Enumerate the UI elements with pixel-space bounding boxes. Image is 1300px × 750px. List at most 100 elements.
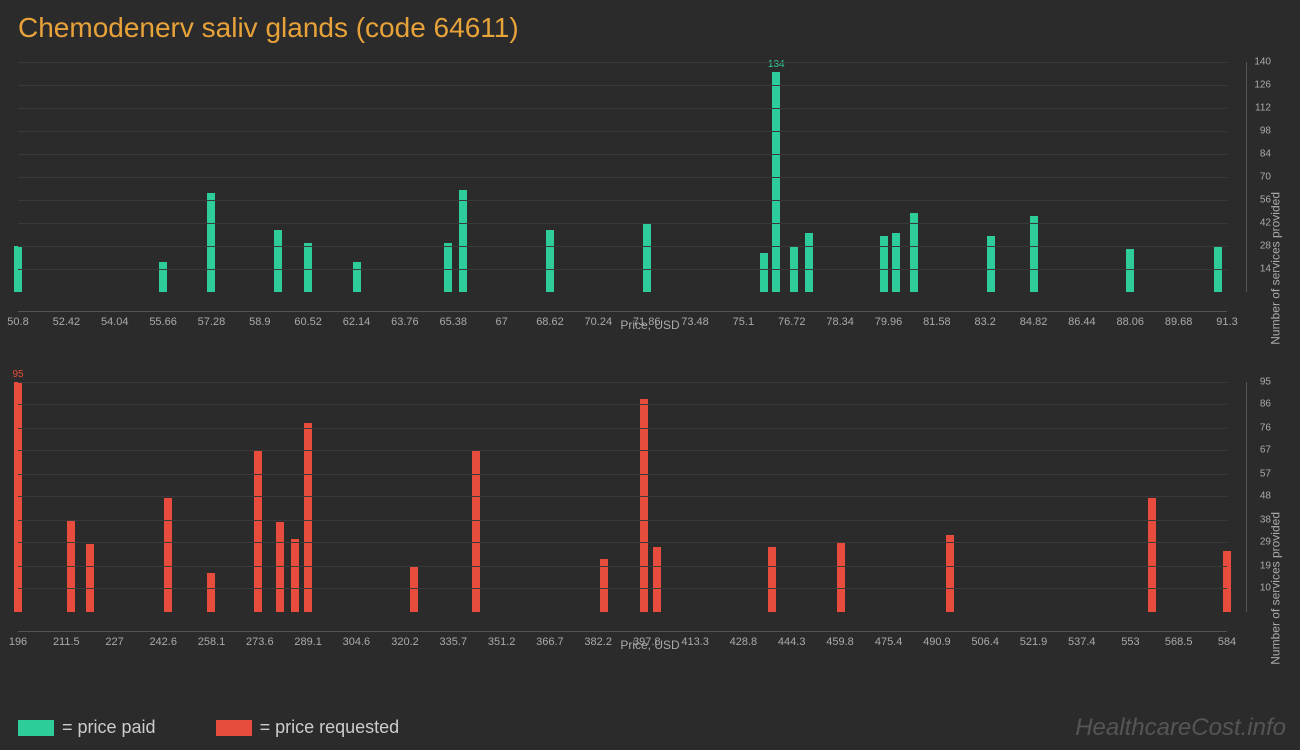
chart-container: 13450.852.4254.0455.6657.2858.960.5262.1… bbox=[18, 52, 1282, 652]
gridline bbox=[18, 496, 1227, 497]
bar bbox=[546, 230, 554, 292]
x-tick: 196 bbox=[9, 636, 27, 648]
plot-area: 95 bbox=[18, 382, 1227, 612]
y-tick: 70 bbox=[1260, 172, 1271, 183]
gridline bbox=[18, 62, 1227, 63]
bar bbox=[207, 573, 215, 612]
legend-item-requested: = price requested bbox=[216, 717, 400, 738]
x-tick: 62.14 bbox=[343, 316, 371, 328]
legend-swatch-paid bbox=[18, 720, 54, 736]
x-tick: 553 bbox=[1121, 636, 1139, 648]
x-tick: 506.4 bbox=[971, 636, 999, 648]
bar bbox=[1030, 216, 1038, 292]
gridline bbox=[18, 223, 1227, 224]
x-tick: 73.48 bbox=[681, 316, 709, 328]
bar bbox=[276, 522, 284, 612]
x-tick: 304.6 bbox=[343, 636, 371, 648]
gridline bbox=[18, 85, 1227, 86]
x-tick: 81.58 bbox=[923, 316, 951, 328]
x-tick: 89.68 bbox=[1165, 316, 1193, 328]
x-tick: 428.8 bbox=[730, 636, 758, 648]
x-tick: 444.3 bbox=[778, 636, 806, 648]
y-tick: 76 bbox=[1260, 423, 1271, 434]
x-tick: 78.34 bbox=[826, 316, 854, 328]
x-axis-label: Price, USD bbox=[620, 318, 679, 332]
gridline bbox=[18, 428, 1227, 429]
bar bbox=[304, 423, 312, 612]
x-tick: 55.66 bbox=[149, 316, 177, 328]
gridline bbox=[18, 404, 1227, 405]
y-tick: 57 bbox=[1260, 469, 1271, 480]
x-tick: 65.38 bbox=[439, 316, 467, 328]
bar bbox=[274, 230, 282, 292]
x-tick: 521.9 bbox=[1020, 636, 1048, 648]
bar bbox=[159, 262, 167, 292]
gridline bbox=[18, 520, 1227, 521]
bar bbox=[987, 236, 995, 292]
x-tick: 58.9 bbox=[249, 316, 270, 328]
x-axis: 196211.5227242.6258.1273.6289.1304.6320.… bbox=[18, 631, 1227, 632]
bar bbox=[291, 539, 299, 612]
x-tick: 227 bbox=[105, 636, 123, 648]
gridline bbox=[18, 154, 1227, 155]
x-tick: 79.96 bbox=[875, 316, 903, 328]
gridline bbox=[18, 382, 1227, 383]
watermark: HealthcareCost.info bbox=[1075, 714, 1286, 742]
bar bbox=[444, 243, 452, 292]
y-axis-label: Number of services provided bbox=[1269, 512, 1283, 665]
x-tick: 57.28 bbox=[198, 316, 226, 328]
gridline bbox=[18, 542, 1227, 543]
x-tick: 84.82 bbox=[1020, 316, 1048, 328]
y-tick: 48 bbox=[1260, 490, 1271, 501]
gridline bbox=[18, 269, 1227, 270]
x-tick: 67 bbox=[495, 316, 507, 328]
gridline bbox=[18, 108, 1227, 109]
legend-swatch-requested bbox=[216, 720, 252, 736]
x-tick: 584 bbox=[1218, 636, 1236, 648]
bar bbox=[880, 236, 888, 292]
gridline bbox=[18, 566, 1227, 567]
x-tick: 86.44 bbox=[1068, 316, 1096, 328]
y-axis: 10192938485767768695 bbox=[1246, 382, 1247, 612]
y-axis: 14284256708498112126140 bbox=[1246, 62, 1247, 292]
gridline bbox=[18, 131, 1227, 132]
bar bbox=[653, 547, 661, 612]
chart-price-requested: 95 196211.5227242.6258.1273.6289.1304.632… bbox=[18, 372, 1282, 652]
x-tick: 568.5 bbox=[1165, 636, 1193, 648]
x-tick: 83.2 bbox=[974, 316, 995, 328]
bar bbox=[207, 193, 215, 292]
x-tick: 490.9 bbox=[923, 636, 951, 648]
x-tick: 50.8 bbox=[7, 316, 28, 328]
x-tick: 366.7 bbox=[536, 636, 564, 648]
gridline bbox=[18, 246, 1227, 247]
x-tick: 537.4 bbox=[1068, 636, 1096, 648]
x-tick: 475.4 bbox=[875, 636, 903, 648]
legend: = price paid = price requested bbox=[18, 717, 399, 738]
x-tick: 273.6 bbox=[246, 636, 274, 648]
bar bbox=[805, 233, 813, 292]
y-tick: 126 bbox=[1254, 80, 1271, 91]
legend-label-paid: = price paid bbox=[62, 717, 156, 738]
x-tick: 413.3 bbox=[681, 636, 709, 648]
bar bbox=[640, 399, 648, 612]
gridline bbox=[18, 474, 1227, 475]
bar bbox=[459, 190, 467, 292]
bar-value-label: 95 bbox=[12, 369, 23, 380]
bar: 95 bbox=[14, 382, 22, 612]
bar bbox=[304, 243, 312, 292]
x-tick: 459.8 bbox=[826, 636, 854, 648]
x-tick: 335.7 bbox=[440, 636, 468, 648]
y-tick: 140 bbox=[1254, 57, 1271, 68]
x-tick: 211.5 bbox=[53, 636, 80, 648]
bar bbox=[643, 223, 651, 292]
bar bbox=[837, 542, 845, 612]
x-tick: 320.2 bbox=[391, 636, 419, 648]
x-tick: 91.3 bbox=[1216, 316, 1237, 328]
x-tick: 68.62 bbox=[536, 316, 564, 328]
y-tick: 112 bbox=[1255, 103, 1271, 114]
x-tick: 382.2 bbox=[584, 636, 612, 648]
bar bbox=[768, 547, 776, 612]
x-tick: 75.1 bbox=[733, 316, 754, 328]
bar bbox=[760, 253, 768, 292]
bar-value-label: 134 bbox=[768, 59, 785, 70]
